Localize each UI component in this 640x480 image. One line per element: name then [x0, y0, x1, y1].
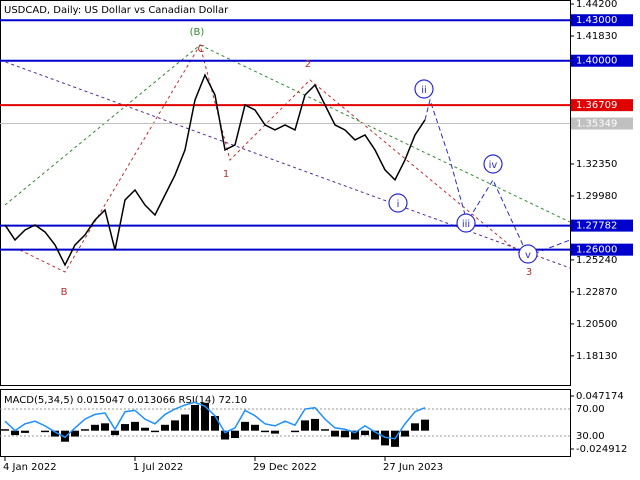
macd-bar [201, 402, 209, 431]
wave-label: ii [421, 85, 427, 96]
chart-title: USDCAD, Daily: US Dollar vs Canadian Dol… [4, 5, 229, 16]
macd-bar [131, 421, 139, 431]
macd-bar [241, 421, 249, 431]
macd-bar [21, 430, 29, 433]
x-tick-label: 1 Jul 2022 [133, 462, 183, 473]
level-label-box [571, 14, 633, 27]
macd-bar [91, 424, 99, 431]
wave-label: iv [489, 160, 498, 171]
macd-bar [181, 414, 189, 431]
wave-circle [456, 213, 476, 233]
trend-line [4, 44, 201, 206]
macd-bar [401, 430, 409, 437]
y-tick-label: 1.29980 [576, 191, 617, 202]
level-label: 1.26000 [576, 245, 617, 256]
macd-bar [71, 430, 79, 437]
y-tick-label: -0.024912 [576, 444, 627, 455]
trend-line [199, 44, 571, 223]
macd-bar [311, 418, 319, 431]
macd-bar [111, 430, 119, 436]
wave-circle [388, 193, 408, 213]
macd-bar [221, 430, 229, 440]
macd-bar [351, 430, 359, 440]
macd-bar [361, 430, 369, 436]
macd-bar [51, 430, 59, 437]
level-label: 1.36709 [576, 100, 617, 111]
level-label: 1.40000 [576, 56, 617, 67]
macd-bar [321, 429, 329, 431]
macd-bar [271, 430, 279, 434]
rsi-line [4, 401, 426, 440]
wave-circle [518, 244, 538, 264]
y2-tick-label: 30.00 [576, 431, 605, 442]
level-label-box [571, 243, 633, 256]
x-tick-label: 29 Dec 2022 [253, 462, 317, 473]
macd-bar [121, 424, 129, 431]
macd-bar [211, 415, 219, 431]
wave-label: C [198, 44, 205, 55]
macd-bar [1, 429, 9, 431]
wave-label: i [397, 199, 400, 210]
level-label-box [571, 219, 633, 232]
macd-bar [291, 430, 299, 433]
macd-bar [331, 430, 339, 437]
y-tick-label: 1.25240 [576, 255, 617, 266]
y-tick-label: 1.20500 [576, 319, 617, 330]
wave-label: B [61, 287, 68, 298]
macd-bar [411, 423, 419, 431]
wave-label: iii [462, 219, 470, 230]
macd-bar [81, 429, 89, 431]
macd-bar [231, 430, 239, 439]
macd-bar [11, 430, 19, 436]
y-tick-label: 1.32350 [576, 159, 617, 170]
level-label-box [571, 54, 633, 67]
level-label-box [571, 99, 633, 112]
macd-bar [301, 420, 309, 431]
macd-bar [101, 423, 109, 431]
wave-label: 1 [223, 169, 229, 180]
y-tick-label: 1.22870 [576, 287, 617, 298]
wave-label: (B) [190, 27, 205, 38]
x-tick-label: 4 Jan 2022 [3, 462, 57, 473]
wave-label: 2 [305, 59, 311, 70]
wave-line [19, 43, 531, 273]
level-label: 1.43000 [576, 15, 617, 26]
macd-bar [341, 430, 349, 438]
level-label: 1.27782 [576, 221, 617, 232]
macd-bar [161, 424, 169, 431]
macd-bar [141, 427, 149, 431]
trend-line [0, 59, 571, 269]
indicator-title: MACD(5,34,5) 0.015047 0.013066 RSI(14) 7… [4, 395, 247, 406]
level-label-box [571, 117, 633, 130]
macd-bar [191, 404, 199, 431]
wave-label: v [525, 250, 531, 261]
y-tick-label: 1.44200 [576, 0, 617, 10]
macd-bar [251, 424, 259, 431]
wave-circle [414, 79, 434, 99]
main-frame [0, 0, 571, 386]
macd-bar [421, 419, 429, 431]
y2-tick-label: 70.00 [576, 404, 605, 415]
macd-bar [151, 430, 159, 433]
x-tick-label: 27 Jun 2023 [383, 462, 443, 473]
price-line [4, 73, 426, 267]
level-label: 1.35349 [576, 118, 617, 129]
wave-circle [483, 154, 503, 174]
macd-bar [171, 420, 179, 431]
macd-bar [261, 430, 269, 433]
y-tick-label: 1.18130 [576, 351, 617, 362]
y-tick-label: 0.047174 [576, 391, 624, 402]
macd-bar [41, 430, 49, 433]
panel-frame [0, 389, 571, 457]
macd-bar [371, 430, 379, 440]
macd-bar [61, 430, 69, 442]
y-tick-label: 1.41830 [576, 31, 617, 42]
wave-label: 3 [526, 267, 532, 278]
